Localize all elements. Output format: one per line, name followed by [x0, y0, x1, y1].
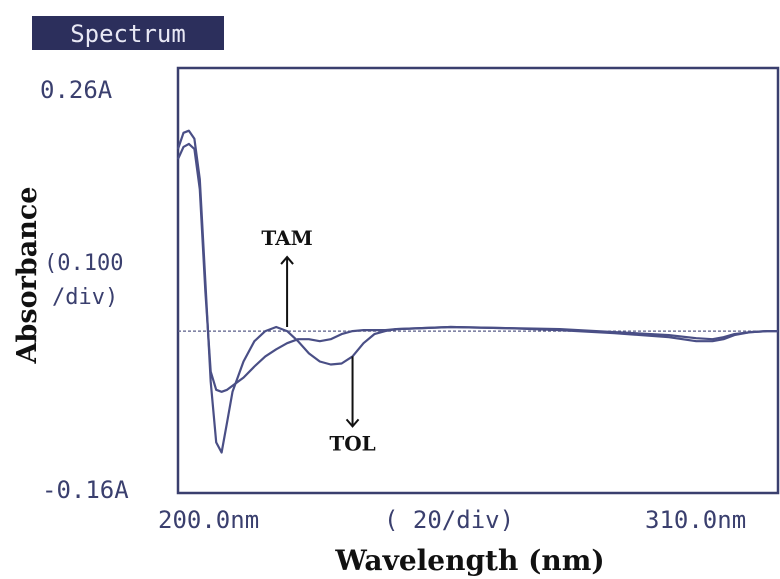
y-tick-top: 0.26A — [40, 76, 113, 104]
annotation-arrow-head — [280, 255, 294, 265]
annotation-arrow-head — [345, 418, 360, 428]
x-axis-label: Wavelength (nm) — [334, 544, 604, 577]
series-line-tol — [176, 142, 778, 393]
annotation-tam: TAM — [261, 226, 313, 328]
title-badge — [32, 16, 224, 50]
annotation-label-tol: TOL — [329, 431, 375, 455]
x-tick-left: 200.0nm — [158, 506, 259, 534]
annotation-tol: TOL — [329, 356, 376, 455]
series-line-tam — [176, 129, 778, 454]
plot-frame — [176, 66, 780, 495]
annotation-label-tam: TAM — [261, 226, 312, 250]
chart-title: Spectrum — [70, 20, 186, 48]
x-tick-right: 310.0nm — [645, 506, 746, 534]
y-tick-mid-2: /div) — [52, 285, 118, 310]
y-tick-mid-1: (0.100 — [44, 251, 123, 276]
annotation-layer: TAM TOL — [261, 226, 375, 455]
y-tick-bottom: -0.16A — [42, 476, 129, 504]
x-tick-center: ( 20/div) — [384, 506, 514, 534]
series-layer — [176, 129, 778, 454]
y-axis-label: Absorbance — [12, 187, 43, 365]
